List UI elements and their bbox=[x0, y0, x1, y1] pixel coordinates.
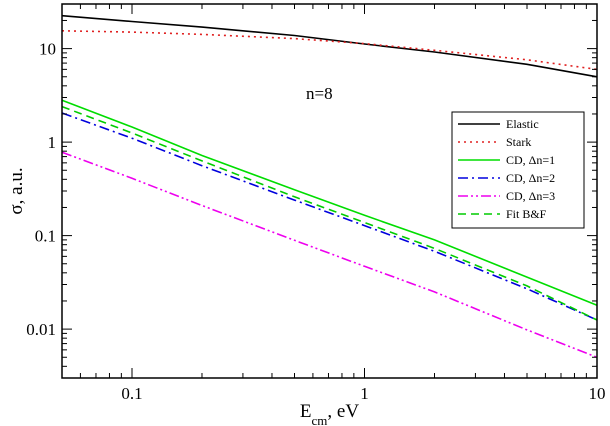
legend-label: Fit B&F bbox=[506, 207, 547, 221]
y-tick-label: 10 bbox=[39, 40, 56, 59]
legend-label: CD, Δn=1 bbox=[506, 153, 555, 167]
legend: Elastic Stark CD, Δn=1 CD, Δn=2 CD, Δn=3 Fit … bbox=[451, 111, 585, 229]
x-tick-label: 1 bbox=[360, 384, 369, 403]
x-axis-label-unit: , eV bbox=[327, 401, 359, 422]
y-tick-label: 0.1 bbox=[35, 227, 56, 246]
y-tick-label: 1 bbox=[48, 133, 57, 152]
legend-box bbox=[451, 111, 585, 229]
series-line bbox=[61, 105, 598, 321]
series-line bbox=[61, 99, 598, 306]
series-line bbox=[61, 30, 598, 71]
y-tick-label: 0.01 bbox=[26, 320, 56, 339]
series-line bbox=[61, 14, 598, 78]
x-tick-label: 10 bbox=[589, 384, 606, 403]
tick-labels: 0.1 1 10 0.01 0.1 1 10 bbox=[26, 40, 605, 403]
series-line bbox=[61, 112, 598, 321]
y-axis-label: σ, a.u. bbox=[6, 167, 27, 214]
legend-label: CD, Δn=2 bbox=[506, 171, 555, 185]
legend-label: CD, Δn=3 bbox=[506, 189, 555, 203]
legend-label: Elastic bbox=[506, 117, 539, 131]
x-tick-label: 0.1 bbox=[121, 384, 142, 403]
legend-label: Stark bbox=[506, 135, 531, 149]
annotation-label: n=8 bbox=[306, 84, 333, 103]
axis-ticks bbox=[61, 3, 598, 379]
x-axis-label-main: E bbox=[300, 401, 312, 422]
x-axis-label: Ecm, eV bbox=[300, 401, 359, 426]
series-lines bbox=[61, 14, 598, 359]
series-line bbox=[61, 151, 598, 359]
x-axis-label-subscript: cm bbox=[312, 413, 328, 426]
